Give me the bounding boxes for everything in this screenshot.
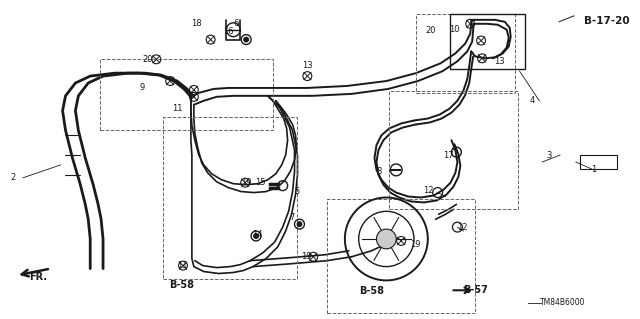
- Text: 3: 3: [547, 151, 552, 160]
- Bar: [100, 59, 273, 130]
- Bar: [389, 91, 518, 209]
- Text: 5: 5: [295, 187, 300, 196]
- Text: 15: 15: [255, 178, 265, 187]
- Text: B-17-20: B-17-20: [584, 16, 629, 26]
- FancyBboxPatch shape: [580, 155, 618, 169]
- Bar: [416, 14, 515, 93]
- Text: 18: 18: [191, 19, 202, 28]
- Text: 8: 8: [377, 167, 382, 176]
- Text: 7: 7: [289, 213, 294, 222]
- Circle shape: [253, 234, 259, 239]
- Text: 9: 9: [140, 84, 145, 93]
- Text: FR.: FR.: [29, 272, 47, 282]
- Text: 11: 11: [177, 261, 188, 270]
- Text: 12: 12: [424, 186, 434, 195]
- Text: 11: 11: [172, 104, 182, 113]
- Text: 10: 10: [449, 25, 460, 34]
- Circle shape: [376, 229, 396, 249]
- Text: 19: 19: [301, 252, 312, 261]
- Text: 13: 13: [495, 57, 505, 66]
- Text: B-58: B-58: [170, 280, 195, 290]
- Text: 17: 17: [443, 151, 454, 160]
- Text: B-57: B-57: [463, 285, 488, 295]
- Text: 1: 1: [591, 165, 596, 174]
- Text: 19: 19: [410, 241, 420, 249]
- Text: 2: 2: [11, 173, 16, 182]
- Text: 16: 16: [223, 27, 234, 36]
- Text: 14: 14: [252, 230, 262, 239]
- Text: 20: 20: [426, 26, 436, 35]
- Bar: [327, 199, 475, 313]
- Text: TM84B6000: TM84B6000: [540, 298, 586, 307]
- Bar: [451, 14, 525, 69]
- Text: B-58: B-58: [359, 286, 384, 296]
- Text: 20: 20: [142, 55, 153, 64]
- Text: 19: 19: [241, 178, 252, 187]
- Text: 6: 6: [234, 19, 239, 28]
- Text: 13: 13: [302, 61, 313, 70]
- Circle shape: [297, 222, 302, 226]
- Circle shape: [244, 37, 248, 42]
- Text: 4: 4: [530, 96, 535, 105]
- Bar: [163, 116, 296, 279]
- Text: 12: 12: [457, 223, 468, 232]
